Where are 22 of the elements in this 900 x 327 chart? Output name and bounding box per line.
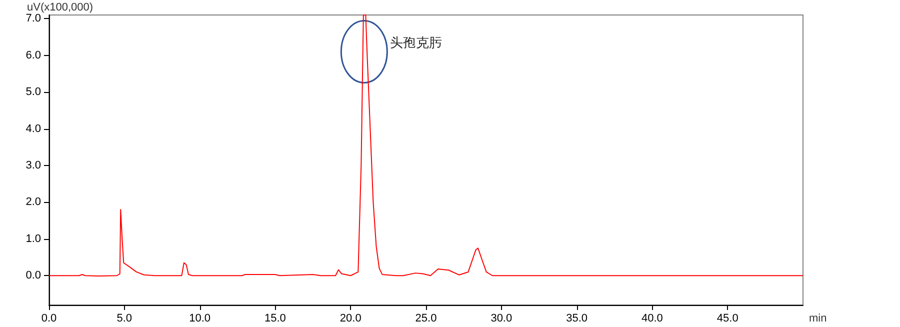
x-tick-label: 30.0	[490, 312, 512, 324]
annotation: 头孢克肟	[390, 36, 442, 52]
y-tick-label: 5.0	[26, 86, 41, 98]
y-tick-label: 3.0	[26, 160, 41, 172]
y-axis-title: uV(x100,000)	[27, 2, 94, 14]
x-tick-label: 0.0	[41, 312, 57, 324]
x-tick-label: 10.0	[189, 312, 211, 324]
x-tick-label: 15.0	[264, 312, 286, 324]
y-tick-label: 6.0	[26, 49, 41, 62]
y-tick-label: 1.0	[26, 232, 41, 245]
line-series	[48, 14, 804, 276]
y-tick-label: 7.0	[26, 12, 41, 25]
x-axis-title: min	[809, 312, 827, 324]
y-tick-label: 0.0	[26, 270, 41, 282]
x-tick-label: 20.0	[340, 312, 362, 324]
x-tick-label: 40.0	[641, 312, 663, 324]
x-tick-label: 5.0	[116, 312, 132, 324]
x-tick-label: 45.0	[716, 312, 738, 324]
y-tick-label: 4.0	[26, 122, 41, 135]
x-tick-label: 35.0	[566, 312, 588, 324]
y-tick-label: 2.0	[26, 196, 41, 208]
x-tick-label: 25.0	[415, 312, 437, 324]
